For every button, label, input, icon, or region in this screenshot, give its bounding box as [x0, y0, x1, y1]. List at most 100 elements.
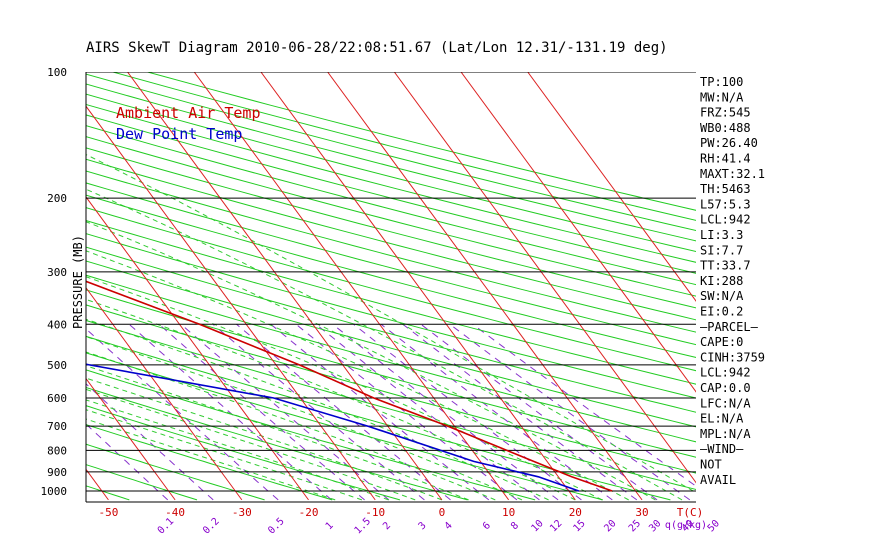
index-text: NOT: [700, 458, 722, 472]
mixing-ratio-tick-label: 6: [481, 520, 493, 532]
index-text: LCL:942: [700, 213, 751, 227]
isotherm-line: [0, 72, 42, 500]
dry-adiabat-line: [86, 319, 696, 490]
y-axis-label: PRESSURE (MB): [71, 235, 85, 329]
isotherm-line: [86, 286, 243, 501]
chart-title: AIRS SkewT Diagram 2010-06-28/22:08:51.6…: [86, 40, 668, 56]
dry-adiabat-line: [86, 369, 536, 501]
dry-adiabat-line: [86, 194, 696, 358]
bottom-temp-tick-label: -30: [232, 506, 252, 519]
bottom-temp-tick-label: -40: [165, 506, 185, 519]
dry-adiabat-line: [86, 114, 696, 274]
isotherm-line: [193, 72, 510, 501]
dry-adiabat-line: [86, 405, 401, 501]
pressure-tick-label: 400: [47, 318, 67, 331]
index-text: KI:288: [700, 274, 743, 288]
index-text: MAXT:32.1: [700, 167, 765, 181]
dry-adiabat-line: [86, 485, 130, 501]
sounding-lines: [86, 280, 613, 492]
dry-adiabat-line: [0, 72, 62, 500]
mixing-ratio-line: [128, 323, 332, 501]
isotherm-line: [327, 72, 643, 501]
mixing-ratio-line: [158, 323, 365, 501]
moist-adiabat-line: [86, 154, 696, 494]
index-text: MPL:N/A: [700, 427, 751, 441]
dry-adiabat-line: [86, 304, 696, 474]
index-text: LI:3.3: [700, 228, 743, 242]
pressure-tick-label: 500: [47, 359, 67, 372]
index-text: SW:N/A: [700, 289, 744, 303]
isotherm-line: [527, 72, 696, 302]
series-line: [86, 363, 580, 492]
mixing-ratio-line: [315, 323, 540, 501]
bottom-temp-tick-label: 10: [502, 506, 515, 519]
index-text: L57:5.3: [700, 197, 751, 211]
mixing-ratio-tick-label: 3: [417, 520, 429, 532]
index-text: TP:100: [700, 75, 743, 89]
pressure-tick-label: 600: [47, 392, 67, 405]
dry-adiabat-line: [86, 125, 696, 286]
dry-adiabat-line: [86, 170, 696, 333]
mixing-ratio-line: [86, 328, 279, 501]
bottom-temp-tick-label: -50: [98, 506, 118, 519]
bottom-temp-tick-label: 20: [569, 506, 582, 519]
index-text: TH:5463: [700, 182, 751, 196]
mixing-ratio-tick-label: 4: [443, 520, 455, 532]
mixing-ratio-line: [236, 323, 451, 501]
bottom-temp-axis: -50 -40 -30 -20 -10 0 10 20 30 T(C) 0.1 0.2 0.5 1 1.5 2…: [98, 506, 721, 537]
pressure-tick-label: 800: [47, 444, 67, 457]
mixing-ratio-tick-label: 20: [602, 518, 618, 534]
isotherm-line: [393, 72, 696, 484]
isobars: [86, 72, 696, 492]
dry-adiabat-line: [86, 233, 696, 399]
dry-adiabat-line: [86, 289, 696, 458]
dry-adiabat-line: [86, 352, 603, 501]
dry-adiabat-line: [86, 219, 696, 385]
series-line: [86, 280, 613, 492]
dry-adiabats: [0, 72, 696, 501]
index-text: —PARCEL—: [700, 320, 759, 334]
mixing-ratio-line: [295, 323, 518, 501]
isotherm-line: [86, 377, 176, 501]
legend: Ambient Air Temp Dew Point Temp: [116, 104, 261, 143]
index-text: WB0:488: [700, 121, 751, 135]
index-text: EI:0.2: [700, 305, 743, 319]
mixing-ratio-tick-label: 25: [627, 518, 643, 534]
dry-adiabat-line: [86, 443, 265, 501]
moist-adiabat-line: [86, 188, 683, 501]
legend-entry: Dew Point Temp: [116, 125, 242, 143]
index-text: FRZ:545: [700, 106, 751, 120]
dry-adiabat-line: [86, 182, 696, 346]
dry-adiabat-line: [86, 424, 333, 501]
mixing-ratio-line: [86, 383, 214, 501]
isotherm-line: [86, 105, 376, 501]
isotherm-line: [460, 72, 696, 393]
dry-adiabat-line: [86, 147, 696, 309]
isotherms: [0, 72, 696, 501]
dry-adiabat-line: [86, 464, 198, 501]
index-text: TT:33.7: [700, 259, 751, 273]
bottom-temp-tick-label: -20: [299, 506, 319, 519]
mixing-ratio-tick-label: 0.2: [201, 516, 222, 537]
bottom-axis-unit: T(C): [677, 506, 704, 519]
index-text: LFC:N/A: [700, 396, 751, 410]
plot-area: [0, 72, 696, 501]
bottom-temp-tick-label: -10: [365, 506, 385, 519]
index-text: PW:26.40: [700, 136, 758, 150]
index-text: CINH:3759: [700, 350, 765, 364]
pressure-tick-label: 300: [47, 266, 67, 279]
index-text: CAP:0.0: [700, 381, 751, 395]
dry-adiabat-line: [86, 260, 696, 428]
mixing-ratio-line: [353, 323, 582, 501]
index-text: AVAIL: [700, 473, 736, 487]
pressure-axis: 100 200 300 400 500 600 700 800 900 1000: [41, 66, 696, 503]
mixing-ratio-tick-label: 15: [571, 518, 587, 534]
mixing-ratio-line: [472, 323, 696, 487]
index-text: —WIND—: [700, 442, 744, 456]
dry-adiabat-line: [86, 103, 696, 263]
mixing-ratio-tick-label: 2: [381, 520, 393, 532]
index-text: EL:N/A: [700, 412, 744, 426]
isotherm-line: [127, 72, 443, 501]
pressure-tick-label: 1000: [41, 485, 68, 498]
